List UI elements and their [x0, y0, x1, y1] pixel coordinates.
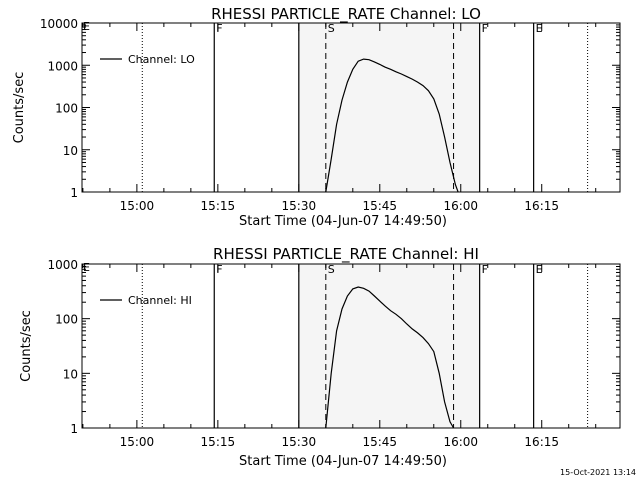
shaded-region — [298, 23, 480, 192]
x-tick-label: 15:45 — [362, 199, 397, 213]
legend-label: Channel: LO — [128, 53, 195, 66]
x-tick-label: 16:00 — [443, 199, 478, 213]
x-axis-label: Start Time (04-Jun-07 14:49:50) — [239, 214, 447, 229]
chart-panel-1: F S F E E 1 10 100 1000 10000 15:00 15:15 15:30 15:45… — [12, 5, 621, 229]
y-tick-label: 10000 — [40, 17, 78, 31]
x-tick-label: 15:00 — [120, 435, 155, 449]
series-line-lo — [325, 58, 459, 193]
y-tick-label: 1 — [70, 186, 78, 200]
y-tick-label: 100 — [55, 102, 78, 116]
x-axis-label: Start Time (04-Jun-07 14:49:50) — [239, 454, 447, 469]
marker-label: E — [536, 22, 543, 35]
marker-label: S — [328, 263, 335, 276]
x-tick-label: 16:15 — [524, 435, 559, 449]
x-tick-label: 15:30 — [282, 435, 317, 449]
y-axis-label: Counts/sec — [12, 72, 27, 144]
y-tick-label: 1 — [70, 422, 78, 436]
marker-label: E — [536, 263, 543, 276]
marker-label: S — [328, 22, 335, 35]
corner-marker: E — [83, 261, 90, 274]
footer-timestamp: 15-Oct-2021 13:14 — [560, 468, 636, 477]
chart-title: RHESSI PARTICLE_RATE Channel: LO — [211, 5, 481, 24]
marker-label: F — [482, 263, 488, 276]
chart-title: RHESSI PARTICLE_RATE Channel: HI — [213, 245, 479, 264]
marker-label: F — [216, 22, 222, 35]
x-tick-label: 15:45 — [362, 435, 397, 449]
y-tick-label: 100 — [55, 313, 78, 327]
series-line-hi — [325, 286, 455, 429]
x-tick-label: 16:00 — [443, 435, 478, 449]
y-tick-label: 1000 — [47, 59, 78, 73]
x-tick-label: 16:15 — [524, 199, 559, 213]
marker-label: F — [216, 263, 222, 276]
y-axis-label: Counts/sec — [19, 310, 34, 382]
x-tick-label: 15:30 — [282, 199, 317, 213]
y-tick-label: 10 — [63, 367, 78, 381]
y-tick-label: 1000 — [47, 258, 78, 272]
y-tick-label: 10 — [63, 144, 78, 158]
x-tick-label: 15:00 — [120, 199, 155, 213]
plot-frame — [81, 263, 621, 429]
legend-label: Channel: HI — [128, 294, 192, 307]
x-tick-label: 15:15 — [201, 199, 236, 213]
chart-panel-2: F S F E E 1 10 100 1000 15:00 15:15 15:30 15:45 16:00… — [19, 245, 621, 469]
marker-label: F — [482, 22, 488, 35]
corner-marker: E — [83, 20, 90, 33]
x-tick-label: 15:15 — [201, 435, 236, 449]
